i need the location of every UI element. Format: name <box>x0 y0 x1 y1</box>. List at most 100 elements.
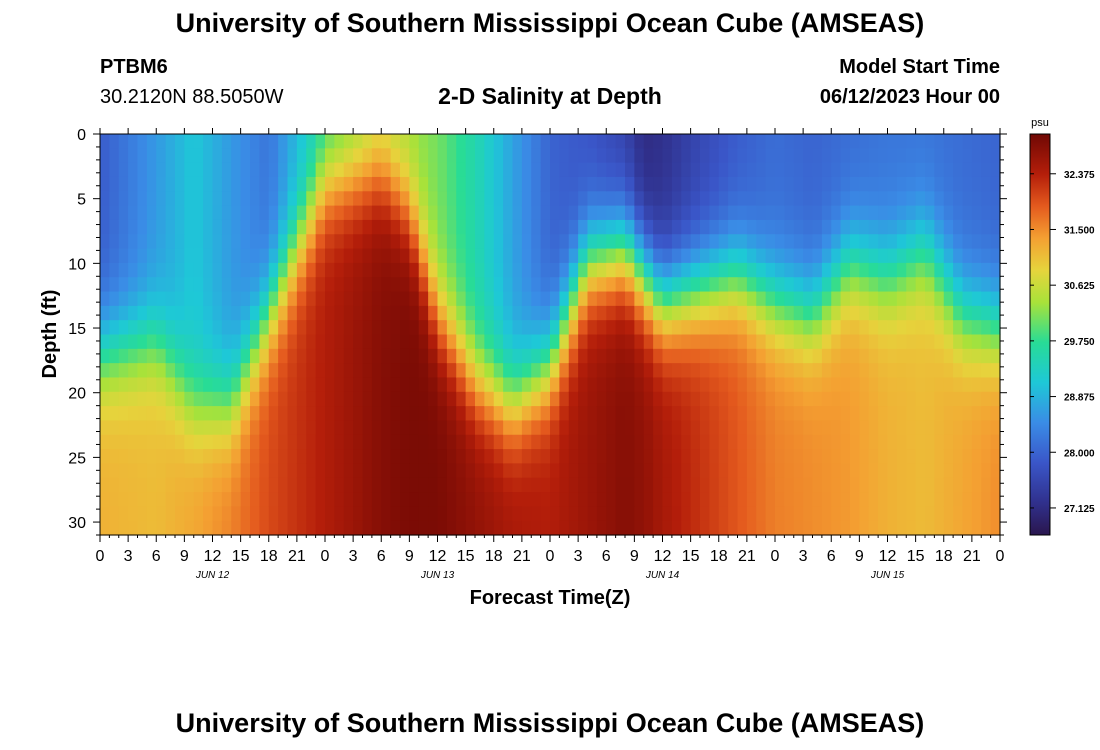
heatmap-cell <box>343 506 354 522</box>
heatmap-cell <box>803 219 814 235</box>
heatmap-cell <box>231 506 242 522</box>
heatmap-cell <box>456 391 467 407</box>
heatmap-cell <box>165 391 176 407</box>
heatmap-cell <box>175 463 185 479</box>
heatmap-cell <box>634 434 645 450</box>
heatmap-cell <box>943 506 954 522</box>
heatmap-cell <box>334 277 345 293</box>
heatmap-cell <box>175 377 185 393</box>
heatmap-cell <box>784 148 795 164</box>
heatmap-cell <box>456 506 467 522</box>
heatmap-cell <box>568 463 579 479</box>
heatmap-cell <box>671 162 682 178</box>
heatmap-cell <box>653 305 664 321</box>
x-tick-label: 15 <box>682 548 700 565</box>
heatmap-cell <box>737 363 748 379</box>
heatmap-cell <box>381 262 392 278</box>
heatmap-cell <box>278 334 289 350</box>
heatmap-cell <box>803 305 814 321</box>
heatmap-cell <box>868 348 879 364</box>
heatmap-cell <box>943 234 954 250</box>
heatmap-cell <box>812 334 823 350</box>
heatmap-cell <box>512 248 523 264</box>
heatmap-cell <box>709 320 720 336</box>
heatmap-cell <box>278 162 289 178</box>
heatmap-cell <box>606 420 617 436</box>
heatmap-cell <box>512 134 523 149</box>
heatmap-cell <box>240 377 251 393</box>
heatmap-cell <box>962 191 973 207</box>
heatmap-cell <box>306 348 317 364</box>
heatmap-cell <box>906 391 917 407</box>
heatmap-cell <box>840 463 851 479</box>
heatmap-cell <box>353 377 364 393</box>
heatmap-cell <box>812 492 823 507</box>
heatmap-cell <box>109 320 120 336</box>
heatmap-cell <box>118 434 129 450</box>
heatmap-cell <box>137 320 148 336</box>
heatmap-cell <box>128 492 139 507</box>
heatmap-cell <box>606 176 617 192</box>
heatmap-cell <box>943 406 954 422</box>
heatmap-cell <box>475 406 485 422</box>
heatmap-cell <box>268 277 279 293</box>
heatmap-cell <box>193 506 204 522</box>
heatmap-cell <box>653 262 664 278</box>
heatmap-cell <box>109 234 120 250</box>
heatmap-cell <box>868 449 879 464</box>
heatmap-cell <box>615 377 626 393</box>
heatmap-cell <box>596 377 607 393</box>
x-tick-label: 3 <box>349 548 358 565</box>
heatmap-cell <box>606 348 617 364</box>
heatmap-cell <box>212 291 223 307</box>
heatmap-cell <box>437 420 448 436</box>
heatmap-cell <box>503 334 514 350</box>
heatmap-cell <box>512 377 523 393</box>
heatmap-cell <box>831 463 842 479</box>
heatmap-cell <box>775 162 785 178</box>
heatmap-cell <box>596 219 607 235</box>
heatmap-cell <box>878 248 889 264</box>
heatmap-cell <box>671 406 682 422</box>
heatmap-cell <box>671 463 682 479</box>
heatmap-cell <box>953 420 964 436</box>
heatmap-cell <box>296 291 307 307</box>
heatmap-cell <box>240 148 251 164</box>
heatmap-cell <box>437 277 448 293</box>
heatmap-cell <box>109 305 120 321</box>
heatmap-cell <box>531 477 542 493</box>
heatmap-cell <box>812 391 823 407</box>
heatmap-cell <box>456 463 467 479</box>
heatmap-cell <box>690 248 701 264</box>
heatmap-cell <box>446 191 457 207</box>
heatmap-cell <box>371 219 382 235</box>
heatmap-cell <box>259 162 270 178</box>
heatmap-cell <box>868 205 879 221</box>
heatmap-cell <box>784 277 795 293</box>
heatmap-cell <box>418 334 429 350</box>
heatmap-cell <box>156 291 167 307</box>
heatmap-cell <box>615 262 626 278</box>
heatmap-cell <box>465 420 476 436</box>
heatmap-cell <box>709 348 720 364</box>
heatmap-cell <box>587 277 598 293</box>
heatmap-cell <box>362 348 373 364</box>
heatmap-cell <box>184 434 195 450</box>
heatmap-cell <box>746 434 757 450</box>
heatmap-cell <box>606 248 617 264</box>
heatmap-cell <box>709 363 720 379</box>
heatmap-cell <box>456 191 467 207</box>
heatmap-cell <box>343 391 354 407</box>
heatmap-cell <box>896 234 907 250</box>
heatmap-cell <box>221 248 232 264</box>
heatmap-cell <box>840 449 851 464</box>
heatmap-cell <box>493 406 504 422</box>
heatmap-cell <box>353 463 364 479</box>
heatmap-cell <box>756 463 767 479</box>
heatmap-cell <box>390 406 401 422</box>
heatmap-cell <box>381 434 392 450</box>
heatmap-cell <box>550 320 560 336</box>
heatmap-cell <box>446 463 457 479</box>
heatmap-cell <box>765 520 776 536</box>
